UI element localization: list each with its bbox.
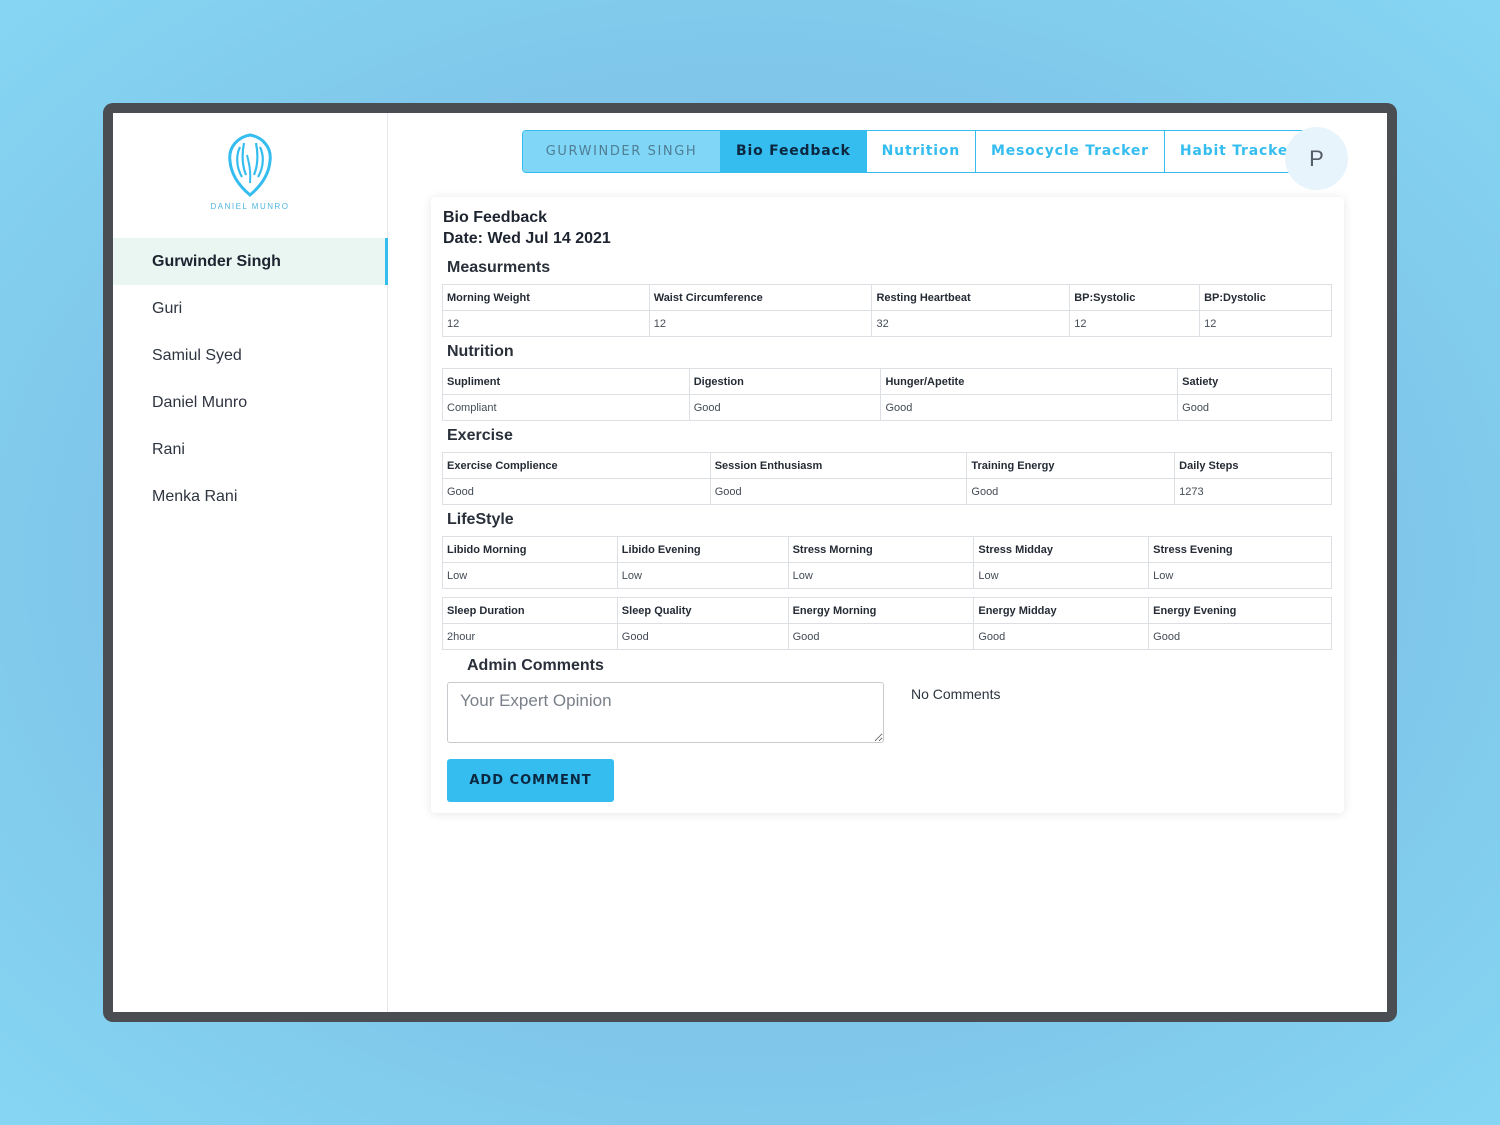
tab-nutrition[interactable]: Nutrition [867,131,977,172]
table-cell: 12 [1199,310,1332,337]
lifestyle-table-2: Sleep Duration Sleep Quality Energy Morn… [442,597,1332,650]
card-title: Bio Feedback [443,209,548,226]
table-cell: Low [442,562,618,589]
tab-habit-tracker[interactable]: Habit Tracker [1179,143,1296,159]
table-cell: Good [442,478,711,505]
table-header-cell: Training Energy [966,452,1176,479]
nutrition-table: Supliment Digestion Hunger/Apetite Satie… [442,368,1332,421]
sidebar-item-samiul-syed[interactable]: Samiul Syed [152,347,242,364]
sidebar-item-rani[interactable]: Rani [152,441,185,458]
table-cell: Good [973,623,1150,650]
lion-logo-icon [228,133,272,197]
table-header-cell: Waist Circumference [648,284,873,311]
sidebar-item-daniel-munro[interactable]: Daniel Munro [152,394,248,411]
lifestyle-table-1: Libido Morning Libido Evening Stress Mor… [442,536,1332,589]
exercise-table: Exercise Complience Session Enthusiasm T… [442,452,1332,505]
table-header-cell: BP:Dystolic [1199,284,1332,311]
measurements-table: Morning Weight Waist Circumference Resti… [442,284,1332,337]
table-header-cell: Sleep Duration [442,597,618,624]
table-header-cell: Stress Evening [1148,536,1332,563]
sidebar-item-menka-rani[interactable]: Menka Rani [152,488,238,505]
logo: DANIEL MUNRO [205,133,295,215]
table-header-cell: Libido Morning [442,536,618,563]
table-header-cell: Session Enthusiasm [709,452,968,479]
table-header-cell: Energy Morning [787,597,975,624]
comment-input[interactable] [447,682,884,743]
sidebar: DANIEL MUNRO Gurwinder Singh Guri Samiul… [113,113,388,1012]
table-cell: Good [787,623,975,650]
table-header-cell: Daily Steps [1174,452,1332,479]
table-header-cell: Sleep Quality [616,597,789,624]
sidebar-item-guri[interactable]: Guri [152,300,183,317]
table-cell: Low [973,562,1150,589]
table-cell: Good [880,394,1179,421]
card-date: Date: Wed Jul 14 2021 [443,230,611,247]
logo-text: DANIEL MUNRO [210,202,290,211]
sidebar-item-gurwinder-singh[interactable]: Gurwinder Singh [113,238,388,285]
tab-client-name[interactable]: GURWINDER SINGH [523,131,721,172]
section-title-exercise: Exercise [447,427,513,444]
table-cell: Compliant [442,394,690,421]
table-header-cell: Stress Midday [973,536,1150,563]
avatar[interactable]: P [1285,127,1348,190]
table-cell: Low [616,562,789,589]
table-header-cell: Energy Evening [1148,597,1332,624]
table-header-cell: Hunger/Apetite [880,368,1179,395]
table-cell: Good [1177,394,1332,421]
tab-bio-feedback[interactable]: Bio Feedback [721,131,867,172]
table-header-cell: Satiety [1177,368,1332,395]
table-cell: 2hour [442,623,618,650]
device-frame: DANIEL MUNRO Gurwinder Singh Guri Samiul… [103,103,1397,1022]
table-cell: 12 [648,310,873,337]
table-cell: Low [787,562,975,589]
table-header-cell: Exercise Complience [442,452,711,479]
table-header-cell: Supliment [442,368,690,395]
table-cell: 32 [871,310,1071,337]
table-header-cell: Digestion [688,368,882,395]
table-cell: Good [709,478,968,505]
table-header-cell: Resting Heartbeat [871,284,1071,311]
table-cell: 1273 [1174,478,1332,505]
tab-bar: GURWINDER SINGH Bio Feedback Nutrition M… [522,130,1312,173]
no-comments-text: No Comments [911,686,1001,702]
table-cell: Good [688,394,882,421]
add-comment-button[interactable]: ADD COMMENT [447,759,614,802]
admin-comments-title: Admin Comments [467,657,604,674]
section-title-lifestyle: LifeStyle [447,511,514,528]
client-list: Gurwinder Singh Guri Samiul Syed Daniel … [113,238,388,520]
table-cell: Low [1148,562,1332,589]
table-header-cell: Libido Evening [616,536,789,563]
table-header-cell: Stress Morning [787,536,975,563]
app-screen: DANIEL MUNRO Gurwinder Singh Guri Samiul… [113,113,1387,1012]
table-cell: Good [966,478,1176,505]
table-header-cell: BP:Systolic [1069,284,1201,311]
table-cell: Good [1148,623,1332,650]
table-cell: 12 [1069,310,1201,337]
bio-feedback-card: Bio Feedback Date: Wed Jul 14 2021 Measu… [431,197,1344,813]
section-title-nutrition: Nutrition [447,343,514,360]
table-header-cell: Morning Weight [442,284,650,311]
table-header-cell: Energy Midday [973,597,1150,624]
table-cell: Good [616,623,789,650]
tab-mesocycle-tracker[interactable]: Mesocycle Tracker [976,131,1165,172]
table-cell: 12 [442,310,650,337]
section-title-measurements: Measurments [447,259,551,276]
